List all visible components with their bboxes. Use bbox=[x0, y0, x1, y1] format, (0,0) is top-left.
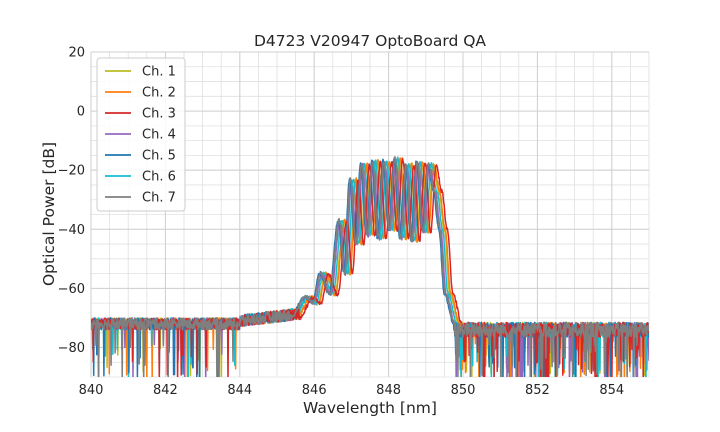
y-tick-label: −40 bbox=[58, 223, 85, 238]
x-tick-label: 844 bbox=[227, 383, 252, 398]
x-axis-label: Wavelength [nm] bbox=[303, 399, 437, 417]
x-tick-label: 848 bbox=[376, 383, 401, 398]
legend-label-ch2: Ch. 2 bbox=[142, 86, 176, 101]
y-tick-label: −60 bbox=[58, 282, 85, 297]
y-tick-label: 20 bbox=[68, 46, 85, 61]
y-tick-label: −20 bbox=[58, 164, 85, 179]
y-tick-label: −80 bbox=[58, 341, 85, 356]
x-tick-label: 842 bbox=[153, 383, 178, 398]
x-tick-label: 840 bbox=[79, 383, 104, 398]
x-tick-labels: 840 842 844 846 848 850 852 854 bbox=[79, 383, 625, 398]
legend-label-ch7: Ch. 7 bbox=[142, 191, 176, 206]
legend-label-ch5: Ch. 5 bbox=[142, 149, 176, 164]
y-axis-label: Optical Power [dB] bbox=[40, 142, 58, 286]
x-tick-label: 850 bbox=[451, 383, 476, 398]
series-layer bbox=[91, 156, 649, 377]
legend-frame bbox=[96, 57, 186, 212]
y-tick-labels: −80 −60 −40 −20 0 20 bbox=[58, 46, 85, 356]
x-tick-label: 854 bbox=[599, 383, 624, 398]
legend-label-ch1: Ch. 1 bbox=[142, 65, 176, 80]
legend-label-ch4: Ch. 4 bbox=[142, 128, 176, 143]
y-tick-label: 0 bbox=[77, 105, 85, 120]
legend: Ch. 1 Ch. 2 Ch. 3 Ch. 4 Ch. 5 Ch. 6 Ch. 7 bbox=[96, 57, 186, 212]
legend-label-ch6: Ch. 6 bbox=[142, 170, 176, 185]
chart-title: D4723 V20947 OptoBoard QA bbox=[254, 32, 486, 50]
legend-label-ch3: Ch. 3 bbox=[142, 107, 176, 122]
series-line-ch7 bbox=[91, 156, 649, 377]
x-tick-label: 846 bbox=[302, 383, 327, 398]
x-tick-label: 852 bbox=[525, 383, 550, 398]
